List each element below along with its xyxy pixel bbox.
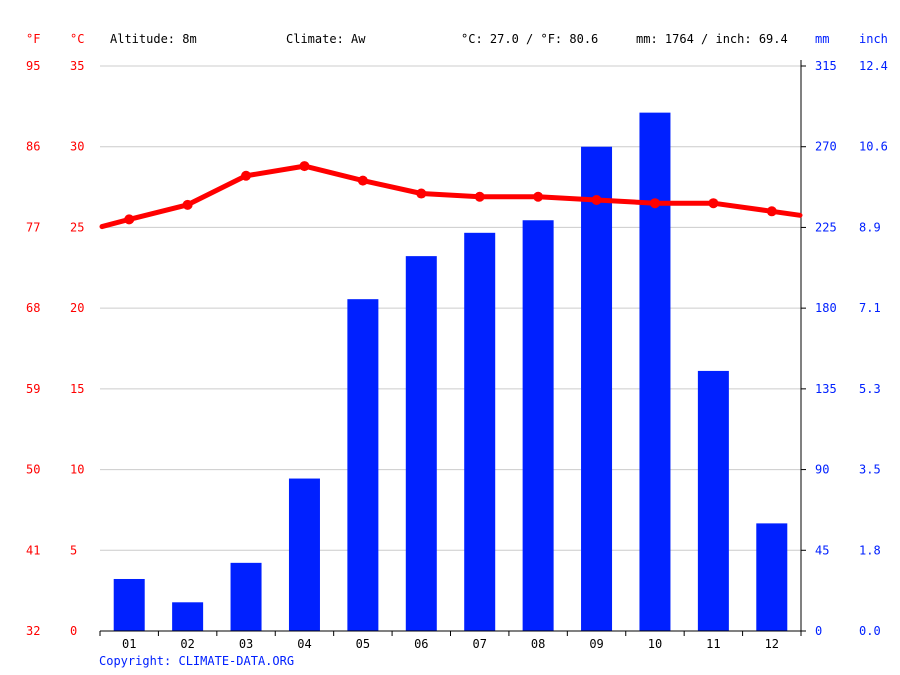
precipitation-bar	[172, 602, 204, 631]
month-label: 06	[414, 637, 428, 651]
tick-label-fahrenheit: 77	[26, 220, 40, 234]
temperature-point	[299, 161, 310, 172]
tick-label-inch: 0.0	[859, 624, 881, 638]
mm-unit-label: mm	[815, 32, 830, 46]
temperature-point	[241, 170, 252, 181]
month-label: 08	[531, 637, 545, 651]
tick-label-inch: 5.3	[859, 382, 881, 396]
tick-label-fahrenheit: 95	[26, 59, 40, 73]
tick-label-inch: 8.9	[859, 220, 881, 234]
tick-label-fahrenheit: 50	[26, 463, 40, 477]
temperature-point	[124, 214, 135, 225]
tick-label-celsius: 5	[70, 543, 77, 557]
precipitation-bar	[230, 562, 262, 631]
tick-label-celsius: 0	[70, 624, 77, 638]
precipitation-bar	[113, 578, 145, 631]
month-label: 03	[239, 637, 253, 651]
tick-label-inch: 10.6	[859, 140, 888, 154]
temperature-point	[357, 175, 368, 186]
tick-label-celsius: 25	[70, 220, 84, 234]
month-label: 05	[356, 637, 370, 651]
precipitation-bar	[522, 220, 554, 631]
month-label: 11	[706, 637, 720, 651]
celsius-unit-label: °C	[70, 32, 85, 46]
tick-label-mm: 135	[815, 382, 837, 396]
tick-label-mm: 225	[815, 220, 837, 234]
tick-label-inch: 1.8	[859, 543, 881, 557]
climate-label: Climate: Aw	[286, 32, 366, 46]
tick-label-mm: 315	[815, 59, 837, 73]
temperature-point	[766, 206, 777, 217]
precipitation-bar	[639, 112, 671, 632]
precipitation-summary: mm: 1764 / inch: 69.4	[636, 32, 788, 46]
temperature-line	[99, 163, 803, 230]
tick-label-celsius: 20	[70, 301, 84, 315]
tick-label-mm: 180	[815, 301, 837, 315]
tick-label-fahrenheit: 41	[26, 543, 40, 557]
month-label: 10	[648, 637, 662, 651]
precipitation-bar	[288, 478, 320, 631]
tick-label-mm: 270	[815, 140, 837, 154]
temperature-point	[416, 188, 427, 199]
precipitation-bar	[405, 256, 437, 631]
temperature-point	[708, 198, 719, 209]
tick-label-celsius: 30	[70, 140, 84, 154]
altitude-label: Altitude: 8m	[110, 32, 197, 46]
tick-label-mm: 45	[815, 543, 829, 557]
month-label: 07	[472, 637, 486, 651]
temperature-point	[533, 191, 544, 202]
temperature-summary: °C: 27.0 / °F: 80.6	[461, 32, 599, 46]
month-label: 04	[297, 637, 311, 651]
tick-label-fahrenheit: 86	[26, 140, 40, 154]
inch-unit-label: inch	[859, 32, 888, 46]
temperature-point	[591, 194, 602, 205]
tick-label-fahrenheit: 68	[26, 301, 40, 315]
tick-label-mm: 90	[815, 463, 829, 477]
temperature-point	[182, 199, 193, 210]
precipitation-bar	[464, 232, 496, 632]
precipitation-bar	[697, 370, 729, 631]
precipitation-bar	[347, 299, 379, 631]
tick-label-celsius: 35	[70, 59, 84, 73]
month-label: 02	[180, 637, 194, 651]
precipitation-bar	[756, 523, 788, 631]
tick-label-mm: 0	[815, 624, 822, 638]
copyright-link[interactable]: Copyright: CLIMATE-DATA.ORG	[99, 654, 295, 668]
fahrenheit-unit-label: °F	[26, 32, 41, 46]
tick-label-inch: 3.5	[859, 463, 881, 477]
tick-label-fahrenheit: 59	[26, 382, 40, 396]
month-label: 12	[765, 637, 779, 651]
tick-label-celsius: 15	[70, 382, 84, 396]
tick-label-fahrenheit: 32	[26, 624, 40, 638]
month-label: 01	[122, 637, 136, 651]
precipitation-bar	[581, 146, 613, 631]
tick-label-celsius: 10	[70, 463, 84, 477]
temperature-point	[474, 191, 485, 202]
month-label: 09	[589, 637, 603, 651]
temperature-point	[649, 198, 660, 209]
tick-label-inch: 12.4	[859, 59, 888, 73]
tick-label-inch: 7.1	[859, 301, 881, 315]
